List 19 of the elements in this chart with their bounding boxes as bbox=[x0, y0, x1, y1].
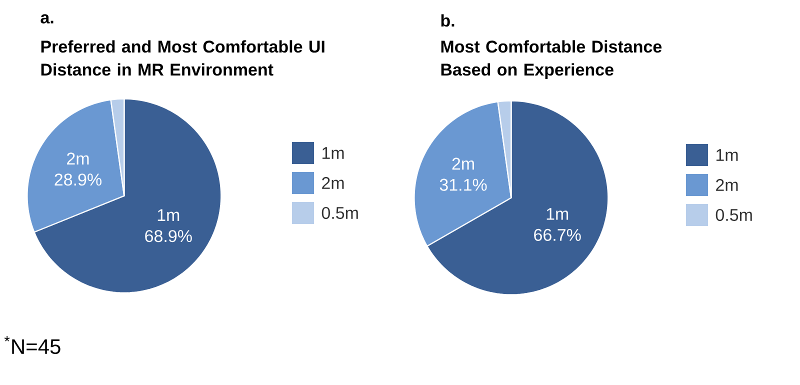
legend-label: 2m bbox=[716, 179, 738, 191]
data-label: 68.9% bbox=[145, 230, 192, 242]
slice-label: 1m bbox=[546, 208, 568, 220]
slice-label: 1m bbox=[158, 209, 180, 221]
chart-title: Most Comfortable Distance Based on Experience bbox=[441, 40, 662, 80]
text: a. bbox=[40, 14, 54, 24]
legend-label: 1m bbox=[716, 149, 738, 161]
data-label: 66.7% bbox=[534, 228, 581, 241]
legend-label: 0.5m bbox=[322, 206, 358, 220]
data-label: 31.1% bbox=[440, 178, 487, 191]
text: $^{*}$N=45 bbox=[4, 336, 60, 354]
legend-label: 1m bbox=[322, 147, 344, 159]
text: b. bbox=[441, 14, 454, 27]
data-label: 28.9% bbox=[54, 174, 102, 186]
slice-label: 2m bbox=[67, 152, 89, 164]
slice-label: 2m bbox=[452, 158, 474, 170]
legend-label: 0.5m bbox=[716, 208, 752, 222]
legend-label: 2m bbox=[322, 177, 344, 189]
chart-title: Preferred and Most Comfortable UI Distance in MR Environment bbox=[41, 40, 324, 76]
